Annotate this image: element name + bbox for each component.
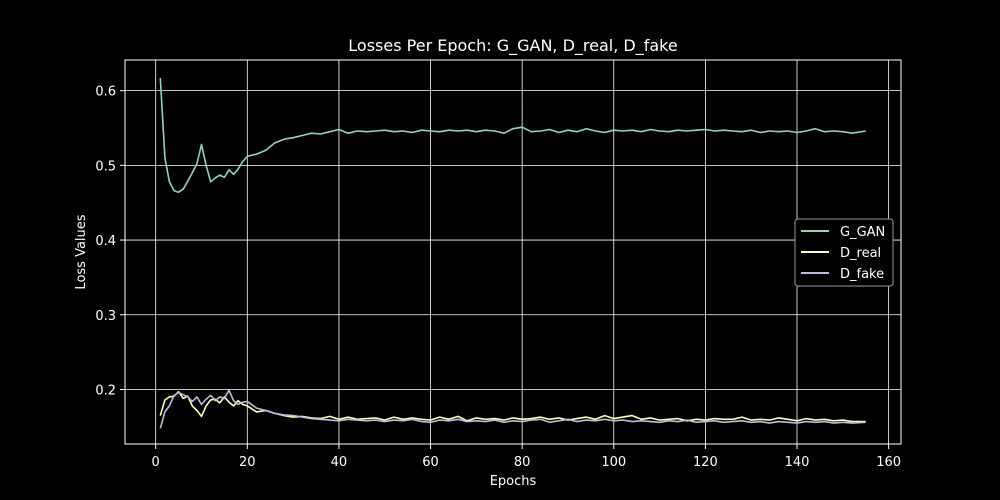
- y-tick-label: 0.3: [95, 309, 116, 324]
- x-tick-label: 100: [601, 455, 626, 470]
- chart-title: Losses Per Epoch: G_GAN, D_real, D_fake: [348, 36, 677, 56]
- x-tick-label: 120: [693, 455, 718, 470]
- series-lines: [159, 77, 866, 429]
- legend-label-d-fake: D_fake: [840, 267, 884, 282]
- series-line-d-real: [159, 390, 866, 423]
- x-tick-label: 60: [422, 455, 439, 470]
- x-tick-label: 80: [514, 455, 531, 470]
- plot-frame: [124, 59, 902, 445]
- x-axis-ticks: 0 20 40 60 80 100 120 140 160: [152, 444, 901, 470]
- grid: [125, 60, 901, 444]
- x-axis-label: Epochs: [490, 474, 537, 489]
- legend-label-g-gan: G_GAN: [840, 225, 885, 240]
- x-tick-label: 140: [785, 455, 810, 470]
- x-tick-label: 20: [239, 455, 256, 470]
- series-line-g-gan: [159, 77, 866, 193]
- legend: G_GAN D_real D_fake: [794, 218, 894, 287]
- y-tick-label: 0.5: [95, 159, 116, 174]
- x-tick-label: 160: [876, 455, 901, 470]
- series-line-d-fake: [159, 389, 866, 429]
- y-tick-label: 0.4: [95, 234, 116, 249]
- legend-label-d-real: D_real: [840, 246, 881, 261]
- y-tick-label: 0.2: [95, 383, 116, 398]
- legend-box: [794, 218, 894, 287]
- x-tick-label: 0: [152, 455, 160, 470]
- x-tick-label: 40: [331, 455, 348, 470]
- y-axis-label: Loss Values: [74, 214, 89, 289]
- y-axis-ticks: 0.2 0.3 0.4 0.5 0.6: [95, 85, 125, 398]
- y-tick-label: 0.6: [95, 85, 116, 100]
